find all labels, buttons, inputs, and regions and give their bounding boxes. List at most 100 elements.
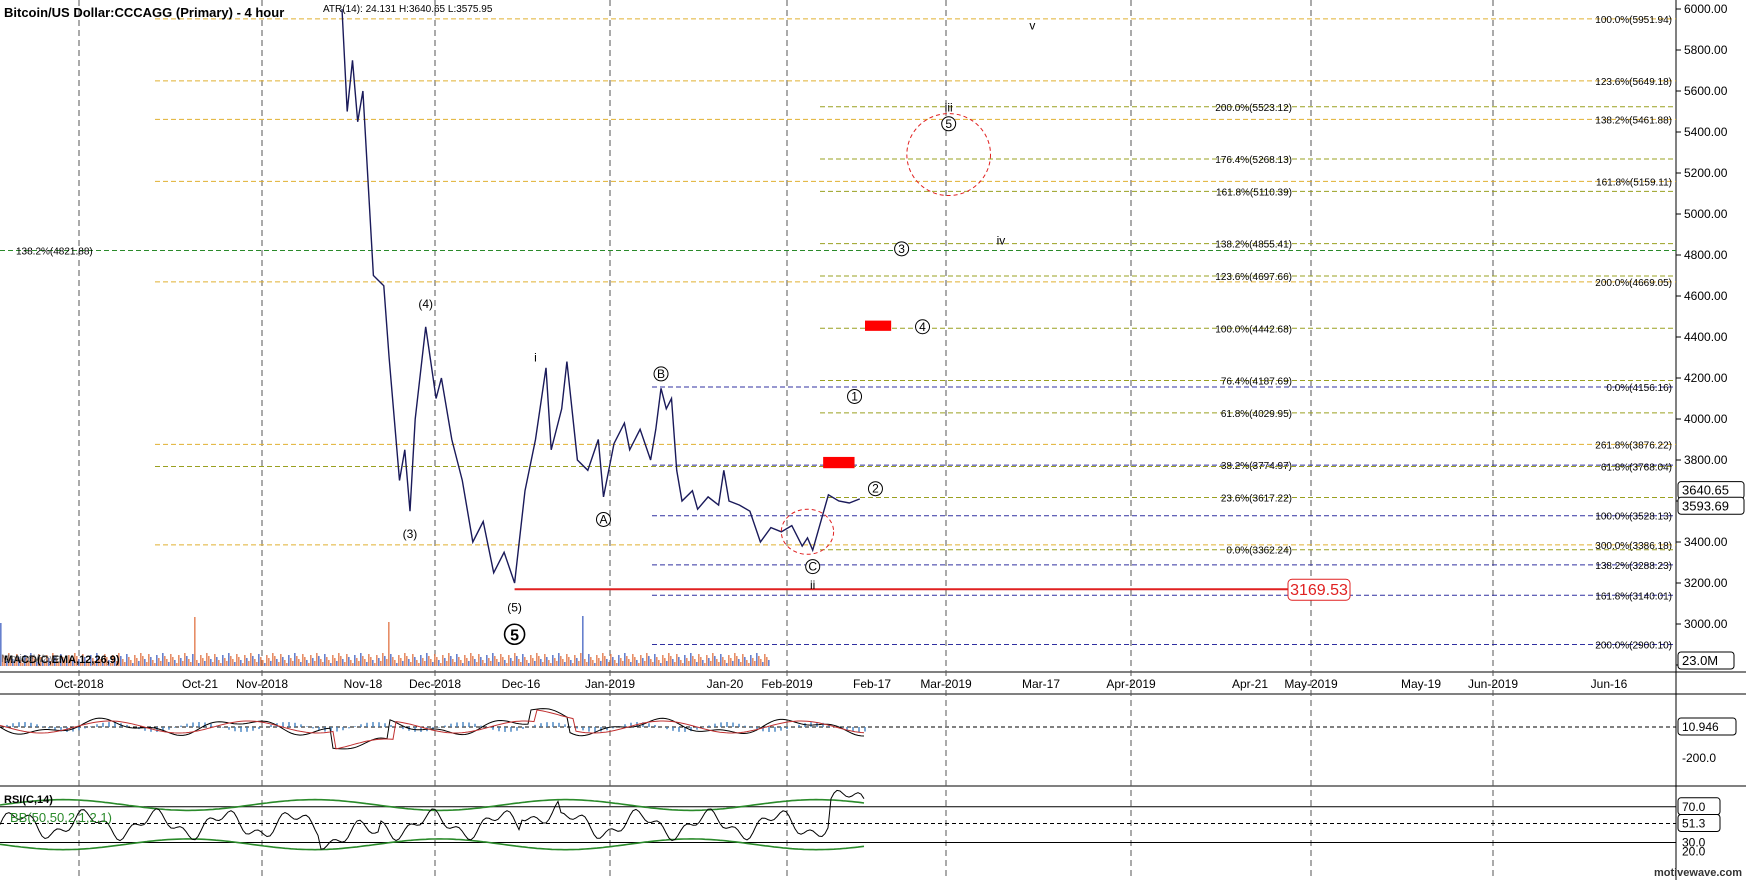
price-tick-label: 3400.00 (1684, 535, 1728, 549)
price-badge-label: 3640.65 (1682, 483, 1729, 498)
volume-bar (348, 657, 350, 666)
volume-bar (722, 657, 724, 666)
wave-label: 2 (872, 482, 879, 496)
macd-histogram-bar (150, 727, 152, 732)
volume-bar (288, 655, 290, 666)
volume-bar (214, 654, 216, 666)
macd-histogram-bar (456, 722, 458, 727)
volume-bar (96, 653, 98, 666)
macd-histogram-bar (480, 725, 482, 727)
volume-bar (126, 654, 128, 666)
volume-bar (354, 655, 356, 666)
rsi-tick-label: 51.3 (1682, 816, 1706, 830)
fib-label: 100.0%(5951.94) (1595, 15, 1672, 26)
volume-bar (674, 662, 676, 666)
volume-bar (278, 662, 280, 666)
macd-histogram-bar (552, 722, 554, 727)
price-tick-label: 5000.00 (1684, 207, 1728, 221)
price-tick-label: 4600.00 (1684, 289, 1728, 303)
macd-histogram-bar (402, 727, 404, 730)
volume-bar (342, 659, 344, 666)
volume-bar (606, 659, 608, 666)
fib-label: 138.2%(5461.88) (1595, 115, 1672, 126)
volume-bar (12, 659, 14, 666)
volume-bar (542, 662, 544, 666)
volume-bar (608, 662, 610, 666)
volume-bar (746, 660, 748, 666)
macd-histogram-bar (42, 726, 44, 727)
volume-bar (750, 655, 752, 666)
macd-histogram-bar (510, 727, 512, 732)
volume-bar (380, 661, 382, 666)
macd-histogram-bar (612, 727, 614, 729)
volume-bar (734, 653, 736, 666)
volume-bar (250, 653, 252, 666)
volume-bar (150, 657, 152, 666)
macd-histogram-bar (648, 723, 650, 727)
volume-bar (590, 657, 592, 666)
volume-bar (376, 655, 378, 666)
macd-panel: 10.946 -200.0 (0, 708, 1737, 765)
volume-bar (228, 653, 230, 666)
volume-bar (378, 658, 380, 666)
price-badge-label: 3593.69 (1682, 498, 1729, 513)
wave-circle (867, 481, 883, 497)
volume-bar (372, 660, 374, 666)
macd-histogram-bar (294, 722, 296, 727)
volume-bar (374, 663, 376, 666)
volume-bar (658, 660, 660, 666)
volume-bar (138, 661, 140, 666)
volume-bar (492, 653, 494, 666)
volume-bar (508, 655, 510, 666)
price-tick-label: 5200.00 (1684, 166, 1728, 180)
time-tick-label: Jan-20 (707, 677, 744, 691)
volume-bar (582, 616, 584, 666)
fib-label: 138.2%(3288.23) (1595, 561, 1672, 572)
macd-badge (1677, 717, 1737, 736)
volume-bar (90, 655, 92, 666)
volume-bar (472, 656, 474, 666)
volume-bar (390, 654, 392, 666)
volume-bar (308, 663, 310, 666)
volume-bar (718, 662, 720, 666)
macd-histogram-bar (606, 727, 608, 731)
volume-bar (388, 622, 390, 666)
macd-line (0, 708, 865, 750)
volume-bar (92, 658, 94, 666)
volume-bar (210, 659, 212, 666)
volume-bar (488, 658, 490, 666)
support-badge-label: 3169.53 (1290, 582, 1348, 599)
volume-bar (588, 654, 590, 666)
price-tick-label: 3000.00 (1684, 617, 1728, 631)
volume-bar (416, 660, 418, 666)
volume-bar (230, 656, 232, 666)
volume-bar (14, 662, 16, 666)
volume-bar (320, 659, 322, 666)
volume-bar (564, 662, 566, 666)
macd-histogram-bar (372, 722, 374, 727)
macd-histogram-bar (156, 727, 158, 732)
macd-histogram-bar (360, 724, 362, 727)
volume-bar (246, 658, 248, 666)
volume-bar (164, 656, 166, 666)
rsi-label: RSI(C,14) (4, 794, 53, 806)
volume-bar (680, 660, 682, 666)
time-tick-label: Mar-17 (1022, 677, 1060, 691)
volume-bar (82, 654, 84, 666)
macd-histogram-bar (732, 722, 734, 727)
macd-histogram-bar (498, 727, 500, 732)
volume-bar (232, 659, 234, 666)
macd-histogram-bar (24, 722, 26, 727)
volume-bar (640, 655, 642, 666)
macd-histogram-bar (726, 722, 728, 727)
price-line (341, 8, 861, 584)
time-tick-label: Oct-21 (182, 677, 218, 691)
macd-histogram-bar (630, 722, 632, 727)
wave-label: B (657, 367, 665, 381)
time-tick-label: Mar-2019 (920, 677, 972, 691)
volume-bar (764, 654, 766, 666)
volume-bar (554, 658, 556, 666)
volume-bar (450, 656, 452, 666)
macd-histogram-bar (198, 722, 200, 727)
